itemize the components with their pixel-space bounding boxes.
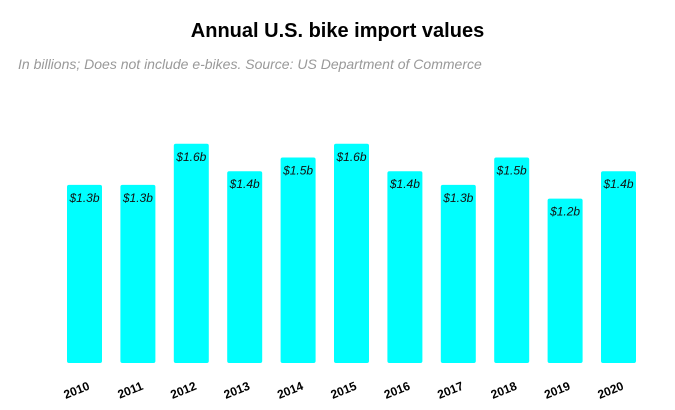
x-tick-label: 2010	[62, 379, 92, 402]
chart-title: Annual U.S. bike import values	[190, 20, 485, 42]
data-label: $1.3b	[68, 191, 99, 205]
bar-2010	[67, 184, 102, 363]
x-tick-label: 2013	[222, 379, 252, 402]
x-tick-label: 2016	[382, 379, 412, 402]
bar-2013	[227, 171, 263, 363]
bar-2014	[280, 157, 316, 363]
x-tick-label: 2020	[596, 379, 626, 402]
x-tick-label: 2019	[542, 379, 572, 402]
x-tick-label: 2018	[489, 379, 519, 402]
data-label: $1.2b	[549, 205, 580, 219]
bar-2019	[547, 198, 583, 363]
data-label: $1.5b	[282, 164, 313, 178]
bar-2012	[173, 143, 209, 363]
data-label: $1.4b	[389, 177, 420, 191]
bar-2017	[440, 184, 476, 363]
x-tick-label: 2011	[116, 379, 146, 402]
data-label: $1.3b	[122, 191, 153, 205]
chart-subtitle: In billions; Does not include e-bikes. S…	[18, 56, 482, 72]
x-tick-label: 2012	[168, 379, 198, 402]
bar-2020	[601, 171, 636, 363]
bar-2016	[387, 171, 423, 363]
bar-2018	[494, 157, 530, 363]
data-label: $1.4b	[229, 177, 260, 191]
data-label: $1.6b	[335, 150, 366, 164]
data-label: $1.3b	[442, 191, 473, 205]
x-tick-label: 2014	[275, 379, 305, 402]
x-tick-label: 2015	[329, 379, 359, 402]
data-label: $1.6b	[175, 150, 206, 164]
data-label: $1.5b	[496, 164, 527, 178]
bar-2015	[334, 143, 369, 363]
data-label: $1.4b	[602, 177, 633, 191]
x-tick-label: 2017	[435, 379, 465, 402]
bar-2011	[120, 184, 156, 363]
